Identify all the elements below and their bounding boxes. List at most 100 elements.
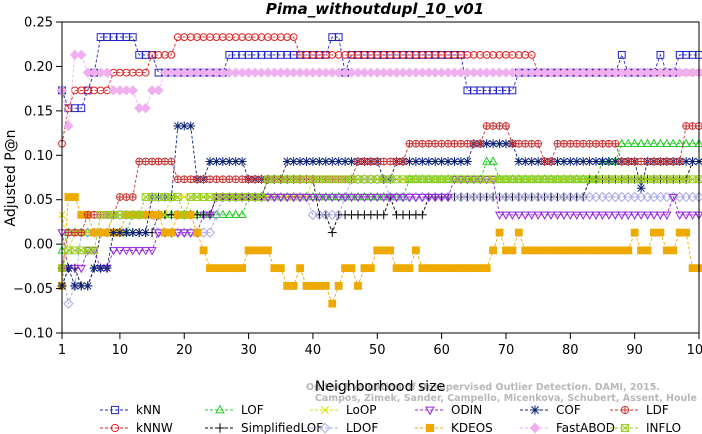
data-point — [592, 246, 600, 255]
data-point — [443, 174, 453, 183]
data-point — [642, 211, 653, 220]
data-point — [314, 193, 324, 203]
data-point — [244, 246, 253, 255]
data-point — [604, 211, 614, 220]
data-point — [572, 174, 582, 183]
data-point — [494, 174, 505, 183]
x-tick-label: 20 — [176, 343, 193, 358]
data-point — [566, 246, 575, 255]
data-point — [70, 228, 79, 237]
data-point — [585, 246, 594, 255]
data-point — [295, 191, 305, 201]
data-point — [642, 138, 653, 147]
data-point — [630, 157, 639, 166]
data-point — [611, 246, 620, 255]
data-point — [295, 193, 305, 203]
data-point — [83, 247, 93, 256]
data-point — [489, 246, 498, 255]
data-point — [482, 156, 492, 165]
data-point — [669, 246, 678, 255]
data-point — [559, 246, 568, 255]
data-point — [205, 211, 215, 220]
data-point — [450, 139, 459, 148]
data-point — [354, 282, 362, 290]
data-point — [457, 264, 465, 273]
data-point — [116, 193, 124, 201]
data-point — [597, 211, 608, 220]
data-point — [585, 211, 595, 220]
data-point — [605, 246, 613, 255]
data-point — [366, 264, 375, 273]
data-point — [591, 211, 601, 220]
data-point — [424, 157, 434, 166]
data-point — [617, 50, 626, 59]
data-point — [437, 174, 447, 183]
data-point — [321, 191, 331, 201]
data-point — [373, 246, 382, 255]
data-point — [141, 157, 150, 166]
data-point — [244, 175, 253, 184]
data-point — [212, 264, 221, 273]
data-point — [682, 228, 691, 237]
data-point — [533, 174, 543, 183]
data-point — [508, 246, 517, 255]
x-axis: 1 10 20 30 40 50 60 70 80 90 100 — [58, 333, 702, 358]
data-point — [444, 264, 452, 273]
data-point — [308, 191, 318, 201]
legend-label: INFLO — [646, 421, 681, 434]
data-point — [565, 211, 575, 220]
data-point — [198, 211, 209, 220]
data-point — [501, 174, 511, 183]
data-point — [340, 193, 350, 203]
data-point — [578, 157, 588, 166]
data-point — [206, 175, 214, 184]
data-point — [218, 175, 227, 184]
data-point — [301, 193, 312, 203]
data-point — [675, 157, 684, 166]
data-point — [372, 193, 382, 203]
series-kdeos — [58, 193, 702, 308]
data-point — [417, 174, 427, 183]
data-point — [231, 175, 240, 184]
data-point — [263, 246, 272, 255]
data-point — [122, 193, 131, 201]
data-point — [328, 299, 337, 308]
data-point — [650, 157, 658, 166]
data-point — [148, 157, 156, 166]
data-point — [141, 247, 151, 256]
data-point — [141, 68, 150, 77]
data-point — [218, 209, 228, 219]
data-point — [289, 33, 298, 42]
data-point — [89, 263, 99, 273]
data-point — [475, 174, 485, 183]
data-point — [405, 264, 414, 273]
data-point — [630, 138, 640, 147]
data-point — [379, 191, 389, 201]
data-point — [153, 85, 164, 96]
data-point — [346, 193, 357, 203]
legend-label: KDEOS — [451, 421, 493, 434]
data-point — [101, 67, 113, 78]
data-point — [507, 211, 517, 220]
data-point — [617, 157, 626, 166]
data-point — [218, 264, 227, 273]
legend-item-fastabod: FastABOD — [520, 421, 615, 434]
data-point — [521, 139, 530, 148]
data-point — [225, 175, 234, 184]
data-point — [372, 191, 382, 201]
data-point — [456, 174, 466, 183]
legend-item-odin: ODIN — [415, 403, 482, 417]
data-point — [398, 193, 408, 203]
y-tick-label: 0.10 — [24, 149, 53, 164]
data-point — [411, 193, 421, 203]
x-tick-label: 30 — [240, 343, 257, 358]
data-point — [611, 139, 620, 148]
data-point — [231, 209, 241, 219]
data-point — [469, 174, 479, 183]
data-point — [527, 211, 537, 220]
data-point — [501, 211, 511, 220]
data-point — [463, 139, 472, 148]
data-point — [212, 175, 221, 184]
x-tick-label: 40 — [305, 343, 322, 358]
data-point — [128, 193, 137, 201]
